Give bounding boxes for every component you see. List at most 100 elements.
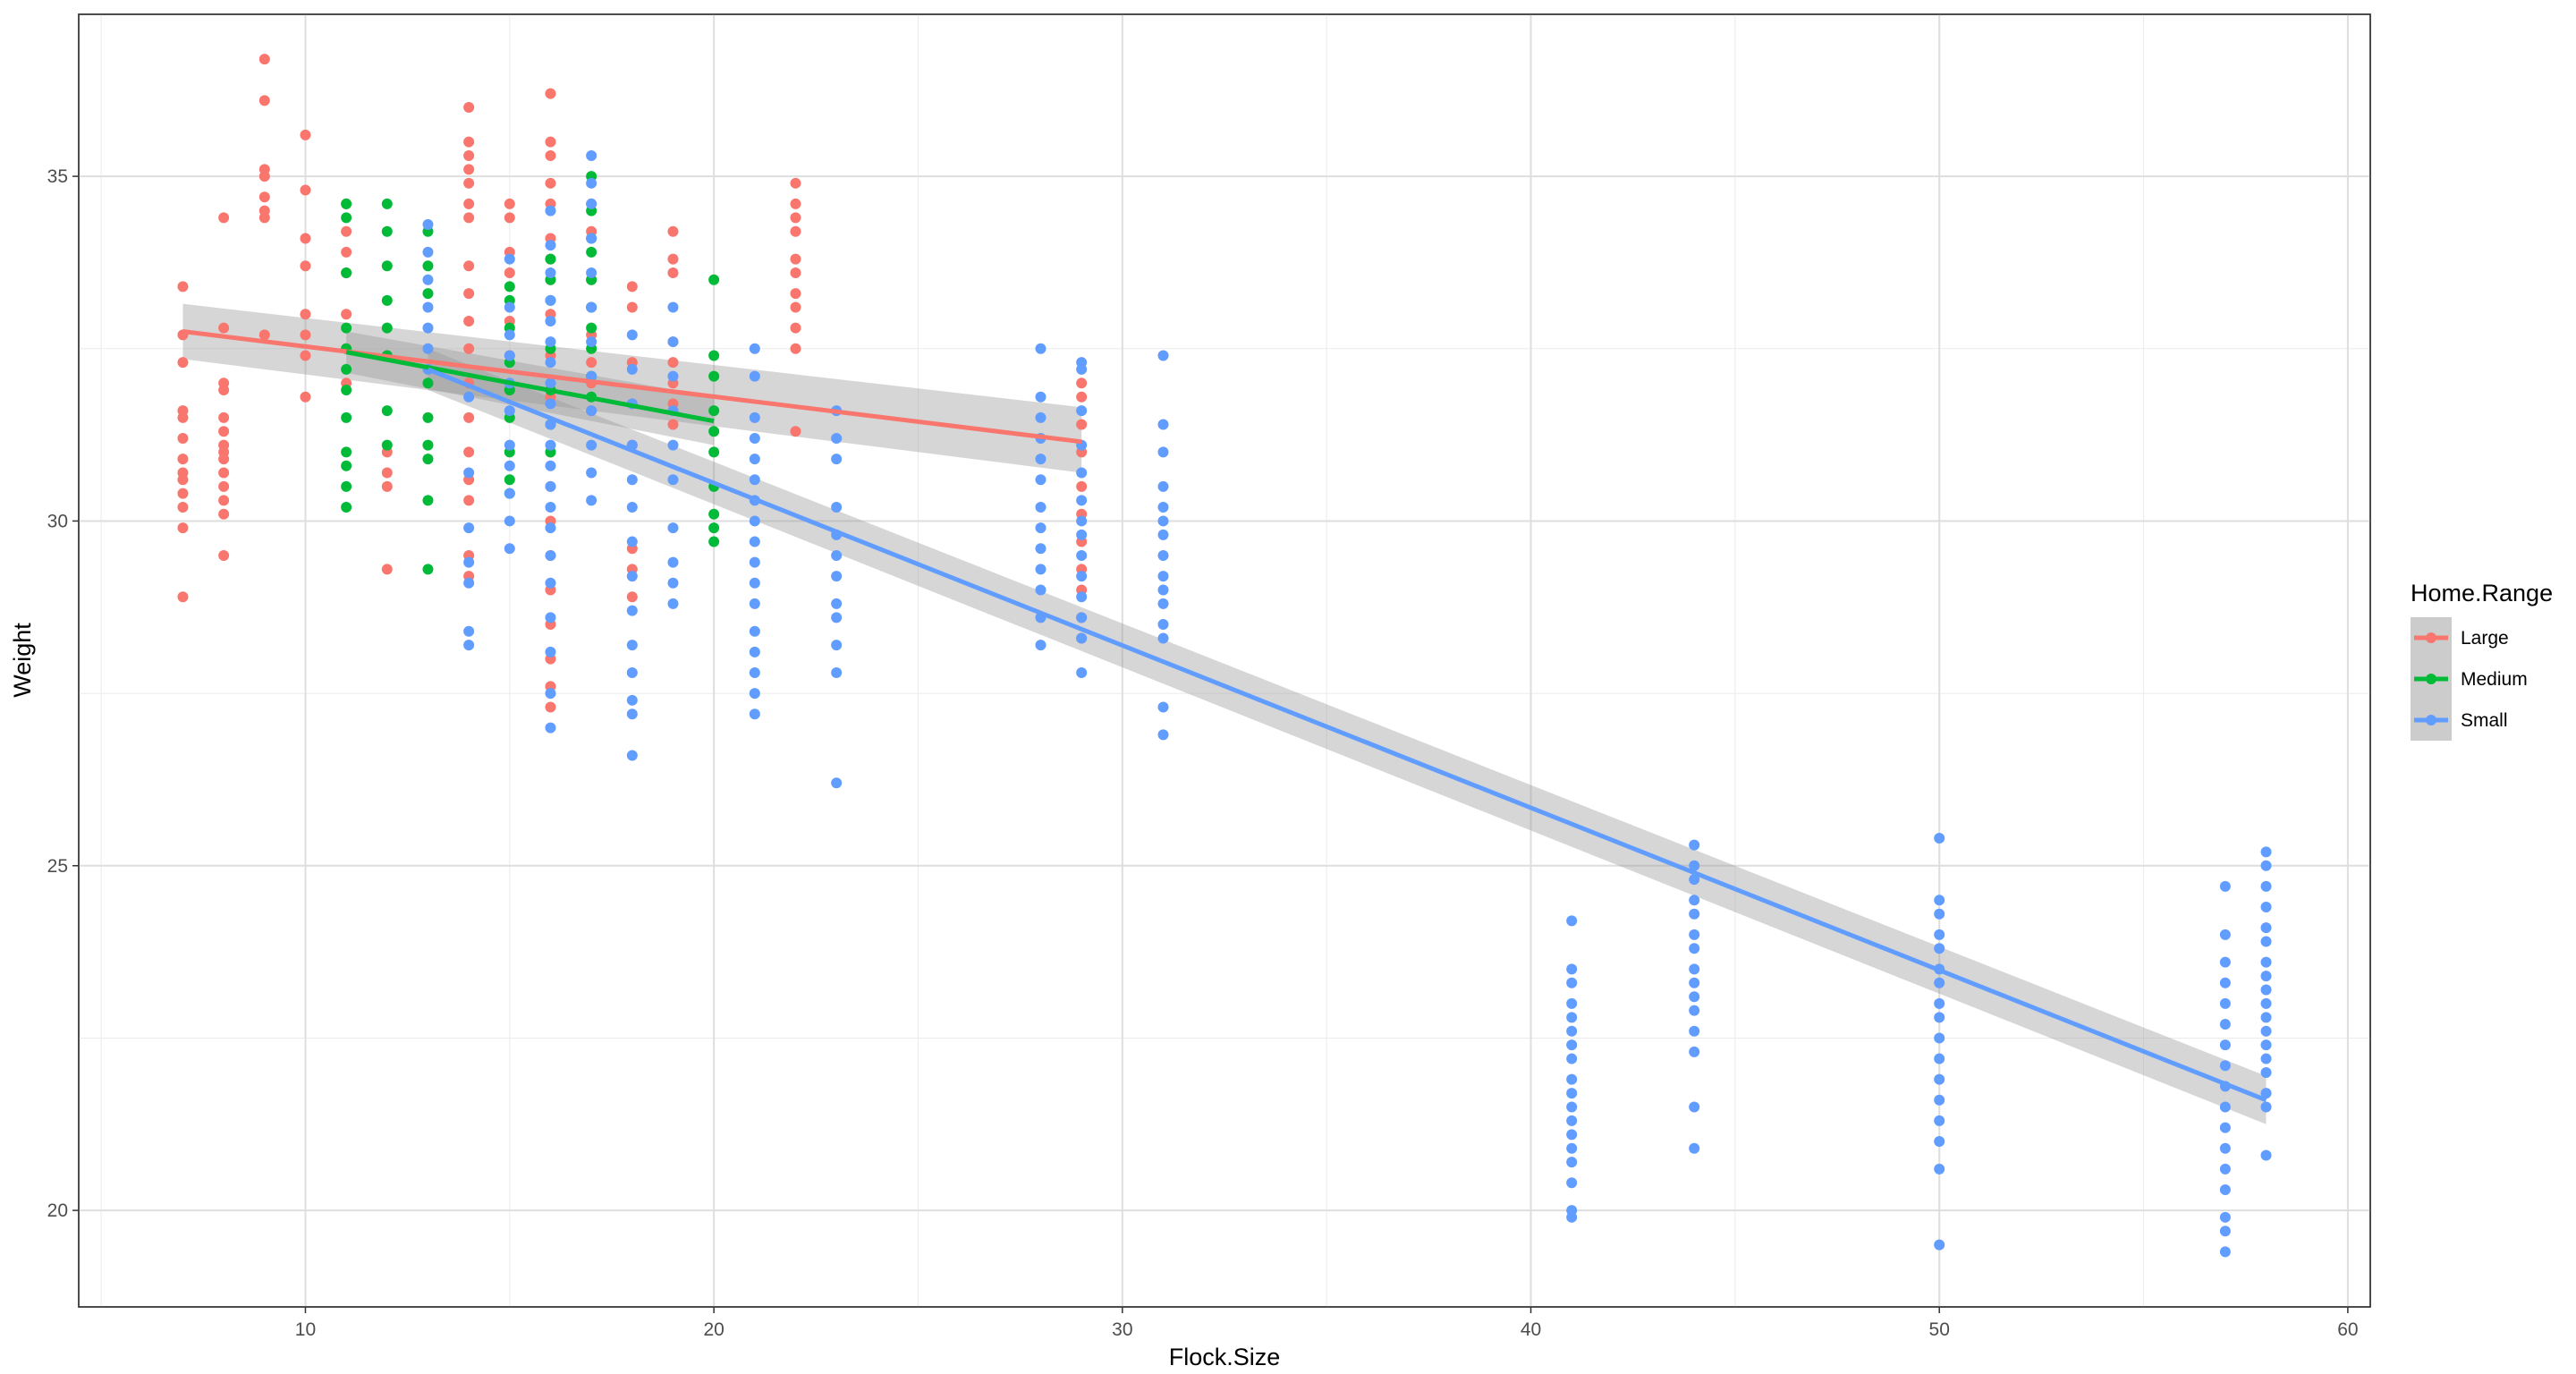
point-small [1157, 419, 1169, 430]
point-small [749, 708, 760, 720]
point-small [1934, 977, 1945, 988]
point-medium [708, 405, 720, 417]
point-small [586, 177, 597, 189]
point-small [667, 301, 679, 313]
point-small [545, 577, 556, 589]
point-large [790, 426, 801, 437]
point-small [1566, 1025, 1578, 1037]
point-large [218, 212, 230, 224]
point-large [218, 411, 230, 423]
point-small [545, 549, 556, 561]
point-large [463, 411, 475, 423]
point-large [667, 419, 679, 430]
point-medium [422, 439, 434, 451]
point-small [586, 439, 597, 451]
point-small [463, 522, 475, 534]
point-small [626, 750, 638, 761]
point-large [300, 184, 311, 196]
point-large [667, 267, 679, 278]
data-points [177, 54, 2272, 1258]
point-small [626, 571, 638, 582]
y-tick-label: 25 [47, 856, 68, 877]
point-small [2260, 1053, 2272, 1064]
point-small [422, 322, 434, 334]
point-medium [341, 322, 352, 334]
point-small [2260, 860, 2272, 871]
point-small [2219, 1122, 2231, 1133]
point-large [463, 136, 475, 148]
point-small [667, 556, 679, 568]
point-large [626, 301, 638, 313]
point-small [749, 411, 760, 423]
legend-key-point [2426, 632, 2436, 643]
point-large [790, 177, 801, 189]
point-small [626, 363, 638, 375]
point-small [1566, 1129, 1578, 1141]
point-small [1566, 977, 1578, 988]
point-small [504, 515, 515, 527]
legend-keys: Large Medium Small [2411, 617, 2528, 741]
x-tick-label: 50 [1929, 1319, 1950, 1340]
point-small [545, 612, 556, 623]
point-small [667, 439, 679, 451]
point-small [1076, 549, 1088, 561]
point-large [218, 385, 230, 396]
point-large [463, 164, 475, 175]
y-axis-title: Weight [9, 623, 36, 698]
point-medium [341, 480, 352, 492]
point-small [586, 495, 597, 506]
point-large [626, 591, 638, 603]
point-small [1689, 963, 1700, 975]
point-large [545, 177, 556, 189]
point-small [749, 666, 760, 678]
point-small [504, 543, 515, 555]
point-small [1934, 1073, 1945, 1085]
point-large [300, 391, 311, 403]
point-small [586, 198, 597, 209]
point-small [1934, 1115, 1945, 1126]
point-small [667, 370, 679, 382]
point-small [1076, 571, 1088, 582]
x-tick-label: 60 [2337, 1319, 2358, 1340]
point-small [463, 640, 475, 651]
legend-key-point [2426, 715, 2436, 725]
point-small [2260, 880, 2272, 892]
point-small [422, 219, 434, 231]
point-large [381, 480, 393, 492]
point-small [2219, 1183, 2231, 1195]
y-axis-ticks: 20 25 30 35 [47, 166, 79, 1221]
point-large [626, 281, 638, 293]
point-small [1934, 908, 1945, 920]
point-large [341, 246, 352, 258]
point-small [463, 556, 475, 568]
point-small [1157, 350, 1169, 361]
point-small [2219, 1246, 2231, 1258]
point-medium [341, 212, 352, 224]
point-small [2260, 936, 2272, 947]
point-small [1689, 908, 1700, 920]
point-small [667, 474, 679, 486]
point-small [667, 577, 679, 589]
point-small [831, 612, 843, 623]
point-small [2260, 956, 2272, 968]
point-large [218, 322, 230, 334]
point-large [381, 564, 393, 575]
point-small [1157, 632, 1169, 644]
point-large [177, 411, 189, 423]
point-large [177, 591, 189, 603]
point-small [1934, 943, 1945, 954]
point-small [545, 460, 556, 471]
point-small [545, 205, 556, 216]
point-small [831, 777, 843, 789]
point-large [463, 149, 475, 161]
point-small [749, 343, 760, 354]
point-small [626, 640, 638, 651]
point-small [1076, 405, 1088, 417]
point-large [1076, 480, 1088, 492]
point-small [2219, 1039, 2231, 1051]
point-small [504, 253, 515, 265]
point-small [749, 577, 760, 589]
point-large [790, 288, 801, 300]
point-large [300, 309, 311, 320]
